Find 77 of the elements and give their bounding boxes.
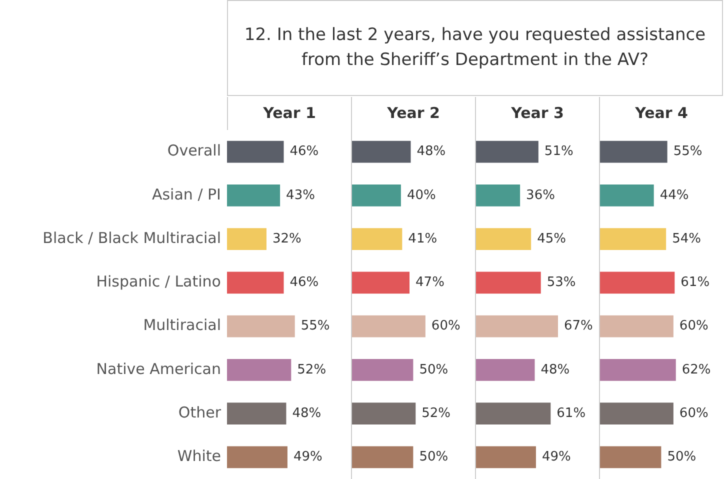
data-label: 44%	[660, 188, 689, 203]
data-label: 47%	[416, 275, 444, 290]
data-label: 53%	[546, 275, 576, 290]
y-tick-label: Asian / PI	[152, 185, 221, 204]
data-label: 54%	[672, 231, 701, 246]
bar	[352, 446, 414, 468]
data-label: 52%	[422, 406, 451, 421]
bar	[600, 228, 666, 250]
bar	[227, 315, 295, 338]
data-label: 48%	[540, 362, 570, 378]
data-label: 43%	[286, 188, 315, 203]
data-label: 45%	[537, 231, 566, 246]
bar	[476, 184, 520, 206]
data-label: 36%	[526, 188, 555, 203]
text: 12. In the last 2 years, have you requested assistance from the Sheriff’s Department in the AV?	[227, 0, 723, 96]
bar	[600, 315, 674, 338]
y-tick-label: Native American	[96, 360, 221, 378]
bar	[352, 402, 416, 424]
bar	[227, 446, 288, 468]
bar	[600, 359, 676, 381]
y-tick-label: Multiracial	[143, 316, 221, 334]
y-tick-label: Overall	[167, 142, 221, 160]
y-tick-label: Black / Black Multiracial	[42, 228, 221, 247]
bar	[352, 228, 402, 250]
bar	[352, 272, 410, 294]
bar	[600, 272, 675, 294]
y-tick-label: Hispanic / Latino	[96, 272, 221, 291]
bar	[227, 228, 266, 250]
data-label: 60%	[679, 406, 708, 421]
data-label: 49%	[293, 450, 322, 465]
data-label: 50%	[419, 450, 448, 465]
data-label: 67%	[564, 318, 593, 334]
data-label: 49%	[542, 450, 571, 465]
y-tick-label: White	[177, 447, 221, 466]
bar	[476, 228, 532, 250]
data-label: 52%	[297, 362, 326, 378]
bar	[352, 184, 401, 206]
bar	[476, 402, 551, 424]
bar	[600, 140, 668, 163]
bar	[352, 359, 414, 381]
bar	[227, 184, 280, 206]
data-label: 51%	[544, 144, 574, 160]
bar	[227, 402, 286, 424]
text: Year 4	[634, 103, 689, 124]
bar	[227, 140, 284, 163]
data-label: 60%	[431, 318, 460, 334]
data-label: 61%	[680, 275, 710, 290]
bar	[227, 272, 284, 294]
data-label: 55%	[673, 144, 702, 160]
bar	[476, 272, 541, 294]
data-label: 32%	[272, 231, 302, 246]
text: Year 3	[510, 103, 565, 124]
data-label: 48%	[416, 144, 446, 160]
bar	[600, 184, 654, 206]
text: Year 2	[386, 103, 441, 124]
y-tick-label: Other	[178, 403, 222, 422]
bar	[476, 446, 536, 468]
data-label: 41%	[408, 231, 438, 246]
bar	[476, 359, 535, 381]
bar	[352, 140, 411, 163]
bar	[600, 402, 674, 424]
data-label: 62%	[682, 362, 711, 378]
data-label: 40%	[406, 188, 436, 203]
bar	[227, 359, 292, 381]
data-label: 50%	[667, 450, 696, 465]
data-label: 50%	[419, 362, 448, 378]
chart-title: Year 1	[227, 97, 351, 130]
bar	[476, 315, 558, 338]
bar	[600, 446, 662, 468]
data-label: 61%	[556, 406, 586, 421]
data-label: 60%	[679, 318, 708, 334]
data-label: 46%	[290, 144, 319, 160]
data-label: 55%	[300, 318, 330, 334]
data-label: 48%	[292, 406, 322, 421]
data-label: 46%	[290, 275, 319, 290]
bar	[476, 140, 538, 163]
bar	[352, 315, 426, 338]
